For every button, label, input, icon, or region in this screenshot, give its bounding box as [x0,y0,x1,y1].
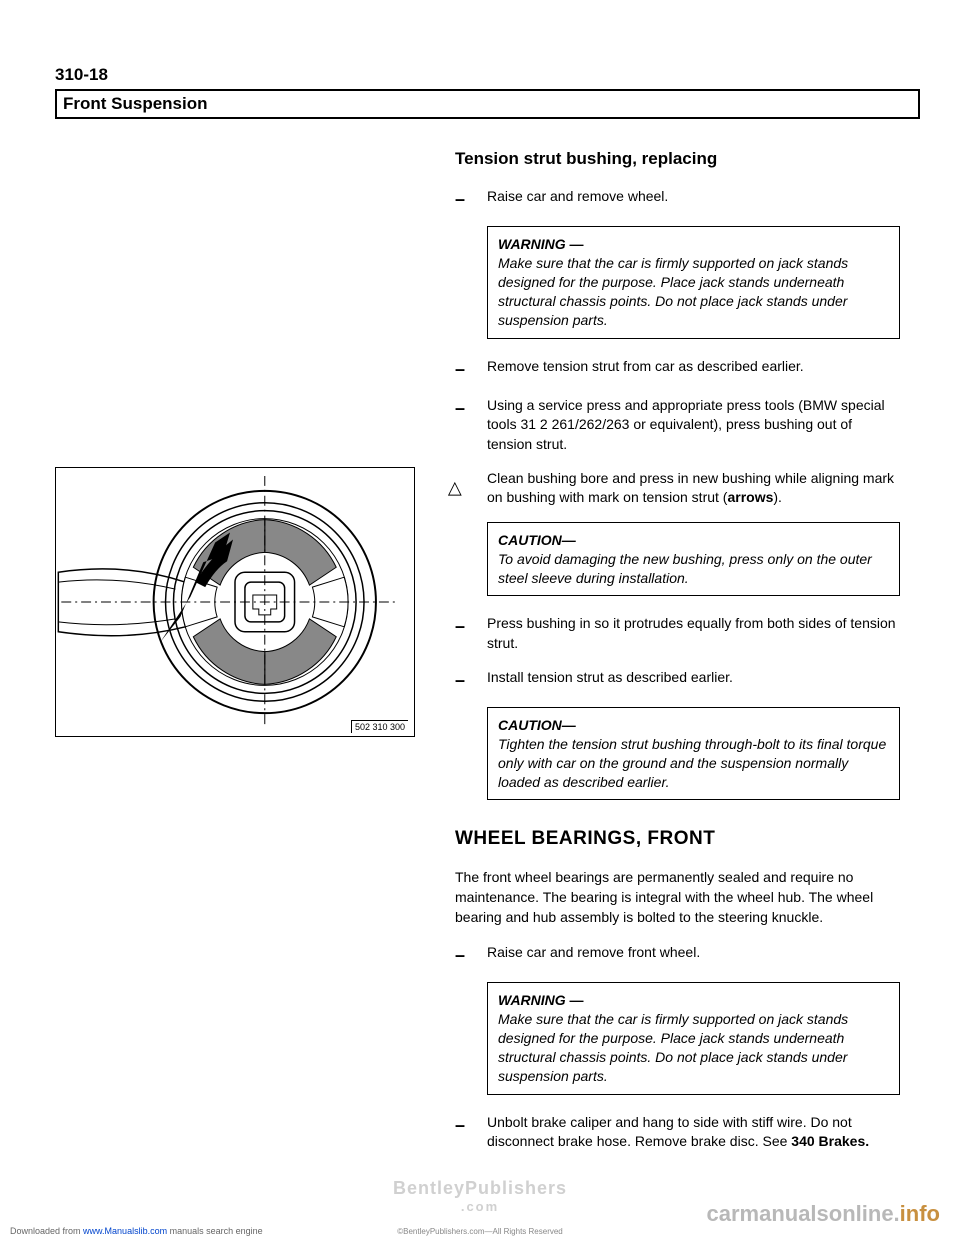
section-title-box: Front Suspension [55,89,920,119]
caution-box-1: CAUTION— To avoid damaging the new bushi… [487,522,900,597]
dash: — [566,992,584,1008]
step-clean-bore: ▷ Clean bushing bore and press in new bu… [455,469,900,508]
step-remove-strut: – Remove tension strut from car as descr… [455,357,900,382]
dash-bullet: – [455,943,469,968]
diagram-label: 502 310 300 [351,720,408,733]
caution-body: To avoid damaging the new bushing, press… [498,551,872,586]
subheading-replacing: Tension strut bushing, replacing [455,149,900,169]
step-text: Using a service press and appropriate pr… [487,396,900,455]
dash: — [562,717,576,733]
dash-bullet: – [455,396,469,455]
main-content: 502 310 300 Tension strut bushing, repla… [55,149,920,1166]
step-press-in: – Press bushing in so it protrudes equal… [455,614,900,653]
dash-bullet: – [455,187,469,212]
right-column: Tension strut bushing, replacing – Raise… [455,149,920,1166]
warning-title: WARNING [498,236,566,252]
caution-title: CAUTION [498,532,562,548]
body-paragraph: The front wheel bearings are permanently… [455,868,900,927]
step-text: Raise car and remove wheel. [487,187,900,212]
page-number: 310-18 [55,65,920,85]
step-unbolt-caliper: – Unbolt brake caliper and hang to side … [455,1113,900,1152]
step-text: Raise car and remove front wheel. [487,943,900,968]
warning-body: Make sure that the car is firmly support… [498,1011,848,1084]
manualslib-link[interactable]: www.Manualslib.com [83,1226,167,1236]
step-install: – Install tension strut as described ear… [455,668,900,693]
caution-body: Tighten the tension strut bushing throug… [498,736,886,790]
warning-box-2: WARNING — Make sure that the car is firm… [487,982,900,1094]
dash: — [562,532,576,548]
ref-arrow-icon: ▷ [442,481,481,495]
heading-wheel-bearings: WHEEL BEARINGS, FRONT [455,828,900,850]
step-text: Clean bushing bore and press in new bush… [487,469,900,508]
dash-bullet: – [455,668,469,693]
dash-bullet: – [455,1113,469,1152]
step-press-out: – Using a service press and appropriate … [455,396,900,455]
dash-bullet: – [455,614,469,653]
left-column: 502 310 300 [55,149,435,1166]
step-text: Install tension strut as described earli… [487,668,900,693]
section-title: Front Suspension [63,94,912,114]
dash: — [566,236,584,252]
watermark-site: carmanualsonline.info [706,1201,940,1227]
step-raise-car: – Raise car and remove wheel. [455,187,900,212]
step-text: Unbolt brake caliper and hang to side wi… [487,1113,900,1152]
footer-copyright: ©BentleyPublishers.com—All Rights Reserv… [397,1227,563,1236]
dash-bullet: – [455,357,469,382]
warning-box-1: WARNING — Make sure that the car is firm… [487,226,900,338]
step-raise-front: – Raise car and remove front wheel. [455,943,900,968]
caution-title: CAUTION [498,717,562,733]
step-text: Remove tension strut from car as describ… [487,357,900,382]
step-text: Press bushing in so it protrudes equally… [487,614,900,653]
caution-box-2: CAUTION— Tighten the tension strut bushi… [487,707,900,801]
warning-title: WARNING [498,992,566,1008]
footer-download-source: Downloaded from www.Manualslib.com manua… [10,1226,263,1236]
warning-body: Make sure that the car is firmly support… [498,255,848,328]
watermark-publisher: BentleyPublishers .com [393,1178,567,1214]
bushing-diagram: 502 310 300 [55,467,415,737]
